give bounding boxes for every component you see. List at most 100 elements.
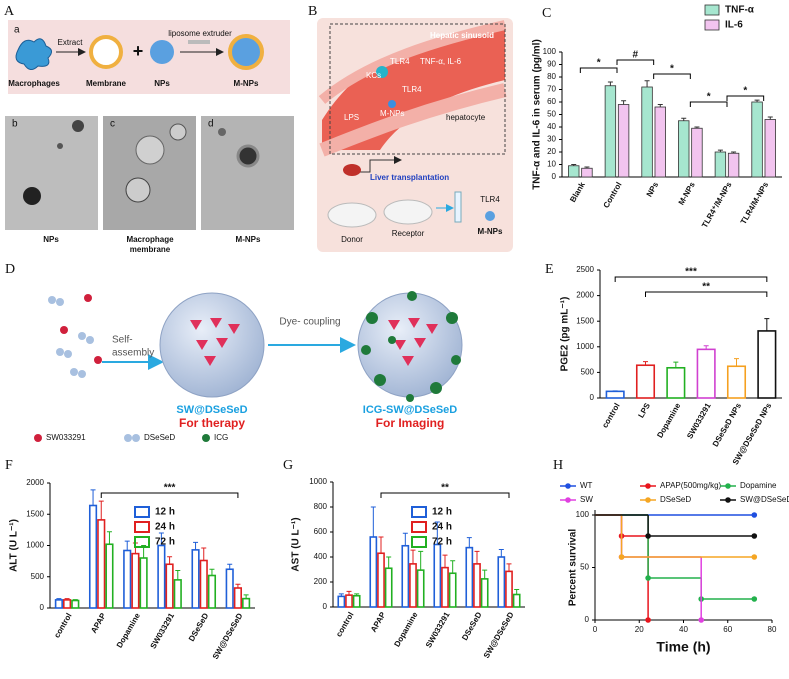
error-bar bbox=[235, 583, 241, 588]
y-tick-label: 20 bbox=[547, 147, 556, 156]
legend-label: DSeSeD bbox=[660, 495, 691, 504]
label: M-NPs bbox=[380, 109, 404, 118]
bar bbox=[666, 366, 686, 399]
caption: NPs bbox=[43, 235, 59, 244]
x-tick-label: APAP bbox=[369, 610, 388, 634]
sub-letter: d bbox=[208, 119, 214, 130]
bar bbox=[401, 544, 410, 608]
legend-label: 72 h bbox=[432, 537, 452, 548]
x-tick-label: DSeSeD bbox=[460, 610, 483, 642]
bar bbox=[377, 552, 385, 608]
x-tick-label: DSeSeD bbox=[187, 611, 210, 643]
label: Membrane bbox=[86, 79, 127, 88]
icg-dot bbox=[374, 374, 386, 386]
y-tick-label: 10 bbox=[547, 160, 556, 169]
x-tick-label: control bbox=[334, 611, 355, 639]
significance-label: # bbox=[633, 50, 639, 61]
y-tick-label: 1500 bbox=[26, 509, 44, 518]
legend-swatch bbox=[411, 521, 427, 533]
bar bbox=[409, 563, 417, 608]
y-axis-label: TNF-α and IL-6 in serum (pg/ml) bbox=[532, 39, 543, 190]
error-bar bbox=[175, 570, 181, 580]
x-tick-label: Dopamine bbox=[115, 611, 142, 649]
significance-label: ** bbox=[702, 282, 710, 293]
error-bar bbox=[754, 99, 760, 102]
legend-swatch bbox=[645, 497, 651, 503]
legend-swatch bbox=[565, 497, 571, 503]
bar bbox=[654, 106, 666, 178]
error-bar bbox=[90, 489, 96, 506]
error-bar bbox=[378, 536, 384, 554]
significance-label: *** bbox=[685, 267, 697, 278]
mnp-icon bbox=[388, 100, 396, 108]
sw-bead bbox=[94, 356, 102, 364]
legend-swatch bbox=[134, 506, 150, 518]
x-tick-label: SW@DSeSeD bbox=[482, 610, 516, 660]
label: assembly bbox=[112, 348, 154, 359]
significance-label: * bbox=[707, 92, 711, 103]
error-bar bbox=[106, 531, 112, 545]
error-bar bbox=[673, 361, 679, 368]
legend-swatch bbox=[411, 506, 427, 518]
error-bar bbox=[346, 590, 352, 596]
bar bbox=[157, 544, 166, 609]
legend-swatch bbox=[725, 497, 731, 503]
y-tick-label: 60 bbox=[547, 97, 556, 106]
bar bbox=[173, 579, 182, 609]
x-tick-label: APAP bbox=[89, 611, 108, 635]
significance-label: * bbox=[597, 58, 601, 69]
legend-label: 12 h bbox=[432, 507, 452, 518]
bar bbox=[191, 549, 200, 609]
label: Dye- coupling bbox=[279, 317, 340, 328]
error-bar bbox=[474, 550, 480, 564]
point bbox=[645, 533, 651, 539]
y-tick-label: 1000 bbox=[26, 541, 44, 550]
bar bbox=[714, 151, 727, 178]
x-axis-label: Time (h) bbox=[656, 639, 710, 655]
label: Liver transplantation bbox=[370, 173, 449, 182]
label: Macrophages bbox=[8, 79, 60, 88]
y-tick-label: 90 bbox=[547, 60, 556, 69]
y-axis-label: Percent survival bbox=[568, 529, 579, 606]
legend-swatch bbox=[725, 483, 731, 489]
tube-icon bbox=[454, 191, 462, 223]
label: TNF-α, IL-6 bbox=[420, 57, 462, 66]
legend-swatch bbox=[202, 434, 210, 442]
bar bbox=[465, 546, 474, 608]
error-bar bbox=[442, 554, 448, 568]
legend-swatch bbox=[134, 521, 150, 533]
error-bar bbox=[643, 361, 648, 366]
bar bbox=[433, 543, 442, 608]
particle bbox=[236, 144, 260, 168]
icg-dot bbox=[451, 355, 461, 365]
legend-label: SW033291 bbox=[46, 433, 86, 442]
bar bbox=[635, 364, 656, 399]
significance-label: * bbox=[670, 64, 674, 75]
molecules bbox=[48, 294, 102, 378]
x-tick-label: Dopamine bbox=[392, 610, 419, 648]
error-bar bbox=[731, 151, 737, 154]
label: Self- bbox=[112, 335, 133, 346]
x-tick-label: TLR4⁺/M-NPs bbox=[700, 180, 734, 229]
bar bbox=[764, 119, 776, 178]
vesicle bbox=[135, 135, 165, 165]
error-bar bbox=[767, 116, 773, 120]
legend-swatch bbox=[34, 434, 42, 442]
point bbox=[645, 617, 651, 623]
y-tick-label: 200 bbox=[314, 577, 328, 586]
point bbox=[751, 554, 758, 560]
legend-label: IL-6 bbox=[725, 20, 743, 31]
mnp-icon bbox=[228, 34, 264, 70]
bar bbox=[441, 566, 449, 608]
panel-letter: A bbox=[4, 4, 15, 19]
legend-swatch bbox=[132, 434, 140, 442]
label: Hepatic sinusoid bbox=[430, 31, 494, 40]
legend-label: TNF-α bbox=[725, 5, 755, 16]
label: NPs bbox=[154, 79, 170, 88]
error-bar bbox=[410, 549, 416, 564]
bar bbox=[416, 569, 425, 608]
sw-bead bbox=[60, 326, 68, 334]
x-tick-label: Blank bbox=[568, 180, 587, 204]
significance-label: * bbox=[743, 86, 747, 97]
